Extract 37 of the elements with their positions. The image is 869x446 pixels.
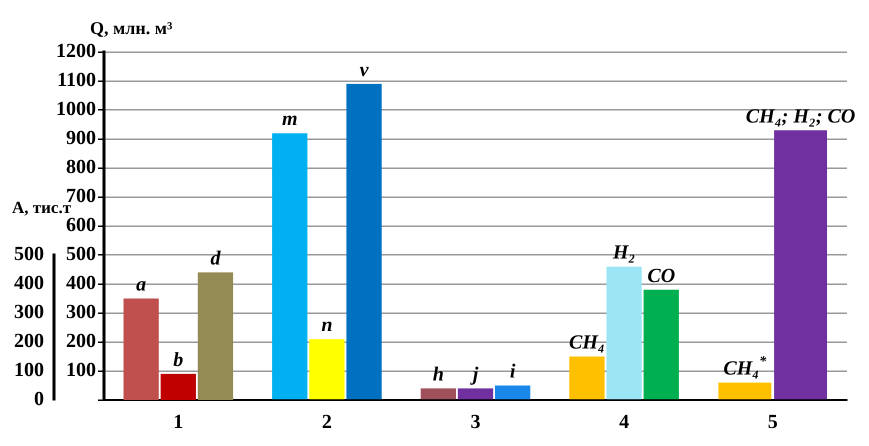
- series-label: H₂: [612, 242, 636, 264]
- y-tick-label: 200: [66, 330, 96, 352]
- y2-tick-label: 400: [14, 272, 44, 294]
- series-label: CH₄; H₂; CO: [746, 105, 856, 128]
- x-tick-label: 1: [173, 411, 184, 434]
- y2-tick-label: 300: [14, 301, 44, 324]
- series-label: CH₄: [569, 332, 605, 354]
- y-axis-title: Q, млн. м³: [90, 18, 173, 38]
- x-tick-label: 4: [619, 411, 630, 434]
- y2-tick-label: 200: [14, 330, 44, 352]
- series-label: CO: [647, 264, 676, 287]
- series-label: j: [470, 363, 479, 386]
- x-tick-label: 3: [470, 411, 480, 434]
- series-label: m: [282, 108, 298, 130]
- series-label: b: [173, 348, 184, 371]
- x-tick-label: 2: [322, 411, 332, 434]
- series-label: i: [510, 360, 516, 382]
- y-tick-label: 100: [66, 359, 96, 382]
- y-tick-label: 1000: [56, 98, 96, 120]
- y2-tick-label: 0: [34, 388, 44, 410]
- y-tick-label: 800: [66, 156, 96, 178]
- y-tick-label: 300: [66, 301, 96, 324]
- y-tick-label: 1100: [57, 69, 96, 92]
- y-tick-label: 1200: [56, 40, 96, 62]
- y-tick-label: 900: [66, 127, 96, 150]
- x-tick-label: 5: [768, 411, 778, 434]
- y2-tick-label: 500: [14, 243, 44, 266]
- series-label: a: [136, 274, 146, 296]
- y-tick-label: 600: [66, 214, 96, 236]
- series-label: d: [210, 247, 222, 270]
- y-tick-label: 500: [66, 243, 96, 266]
- series-label: n: [321, 314, 332, 336]
- series-label: h: [432, 363, 444, 386]
- y2-tick-label: 100: [14, 359, 44, 382]
- y-tick-label: 400: [66, 272, 96, 294]
- series-label: v: [360, 58, 370, 81]
- series-label: CH₄*: [723, 354, 768, 380]
